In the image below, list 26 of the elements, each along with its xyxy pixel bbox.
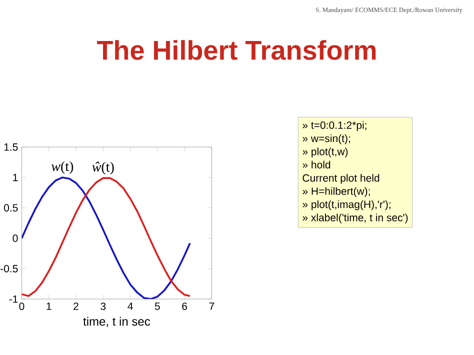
- x-tick-label: 3: [100, 302, 106, 310]
- text: Current plot held: [302, 174, 380, 184]
- text: » xlabel('time, t in sec'): [302, 214, 408, 224]
- chart-title: The Hilbert Transform: [97, 40, 376, 60]
- y-tick-label: 0: [12, 234, 18, 242]
- x-axis-title: time, t in sec: [83, 316, 150, 328]
- x-tick-label: 1: [46, 302, 52, 310]
- y-tick-label: -0.5: [0, 264, 18, 272]
- text: » plot(t,imag(H),'r');: [302, 200, 390, 210]
- series-label: ŵ(t): [92, 162, 114, 175]
- text: » t=0:0.1:2*pi;: [302, 121, 366, 131]
- x-tick-label: 6: [182, 302, 188, 310]
- x-tick-label: 4: [128, 302, 133, 310]
- x-tick-label: 2: [74, 302, 78, 310]
- x-tick-label: 0: [19, 302, 24, 310]
- text: » w=sin(t);: [302, 134, 350, 144]
- y-tick-label: -1: [9, 295, 18, 303]
- series-label: w(t): [51, 161, 74, 174]
- text: » hold: [302, 160, 330, 169]
- y-tick-label: 0.5: [4, 204, 18, 212]
- x-tick-label: 5: [154, 302, 160, 310]
- text: » H=hilbert(w);: [302, 187, 370, 197]
- x-tick-label: 7: [209, 302, 214, 310]
- y-tick-label: 1.5: [4, 143, 18, 151]
- text: » plot(t,w): [302, 148, 348, 158]
- y-tick-label: 1: [13, 174, 18, 182]
